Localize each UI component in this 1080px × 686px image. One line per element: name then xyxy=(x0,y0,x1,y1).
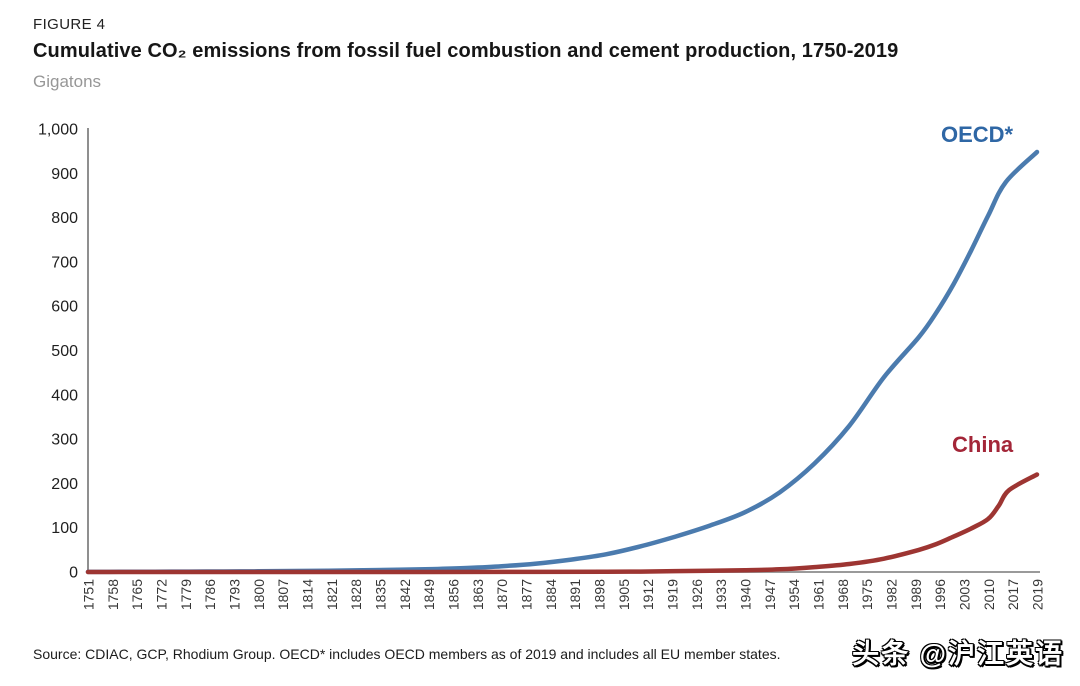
x-tick-label: 1856 xyxy=(446,579,462,610)
x-tick-label: 2003 xyxy=(957,579,973,610)
x-tick-label: 1765 xyxy=(129,579,145,610)
x-tick-label: 1947 xyxy=(762,579,778,610)
x-tick-label: 2010 xyxy=(981,579,997,610)
series-label-china: China xyxy=(952,432,1014,457)
y-tick-label: 500 xyxy=(51,343,78,360)
x-tick-label: 1919 xyxy=(665,579,681,610)
x-tick-label: 1863 xyxy=(470,579,486,610)
x-tick-label: 1842 xyxy=(397,579,413,610)
x-tick-label: 1926 xyxy=(689,579,705,610)
x-tick-label: 1933 xyxy=(713,579,729,610)
x-tick-label: 1912 xyxy=(640,579,656,610)
x-tick-label: 1786 xyxy=(202,579,218,610)
y-tick-label: 600 xyxy=(51,299,78,316)
china-line xyxy=(85,472,1040,575)
figure-label: FIGURE 4 xyxy=(33,16,106,33)
y-tick-label: 700 xyxy=(51,254,78,271)
x-tick-label: 1835 xyxy=(373,579,389,610)
x-tick-label: 1793 xyxy=(227,579,243,610)
oecd-line xyxy=(85,149,1040,575)
x-tick-label: 1891 xyxy=(567,579,583,610)
x-tick-label: 2019 xyxy=(1030,579,1046,610)
x-tick-label: 1800 xyxy=(251,579,267,610)
x-tick-label: 1807 xyxy=(275,579,291,610)
x-tick-label: 1751 xyxy=(81,579,97,610)
x-tick-label: 1954 xyxy=(786,579,802,610)
x-tick-label: 1814 xyxy=(300,579,316,610)
series-label-oecd: OECD* xyxy=(941,122,1014,147)
x-tick-label: 1779 xyxy=(178,579,194,610)
x-tick-label: 1989 xyxy=(908,579,924,610)
y-tick-label: 800 xyxy=(51,210,78,227)
chart-units-label: Gigatons xyxy=(33,72,102,91)
y-tick-label: 100 xyxy=(51,520,78,537)
y-tick-label: 200 xyxy=(51,476,78,493)
x-tick-label: 1758 xyxy=(105,579,121,610)
x-tick-label: 1849 xyxy=(421,579,437,610)
x-tick-label: 1940 xyxy=(738,579,754,610)
chart-title: Cumulative CO₂ emissions from fossil fue… xyxy=(33,40,899,62)
x-tick-label: 2017 xyxy=(1005,579,1021,610)
x-tick-label: 1982 xyxy=(884,579,900,610)
watermark: 头条 @沪江英语 xyxy=(852,639,1064,669)
x-tick-label: 1975 xyxy=(859,579,875,610)
x-tick-label: 1996 xyxy=(932,579,948,610)
x-tick-label: 1898 xyxy=(592,579,608,610)
y-tick-label: 0 xyxy=(69,565,78,582)
x-tick-label: 1884 xyxy=(543,579,559,610)
x-tick-label: 1828 xyxy=(348,579,364,610)
x-tick-label: 1905 xyxy=(616,579,632,610)
y-tick-label: 1,000 xyxy=(38,122,78,139)
x-tick-label: 1821 xyxy=(324,579,340,610)
source-note: Source: CDIAC, GCP, Rhodium Group. OECD*… xyxy=(33,646,781,662)
x-tick-label: 1772 xyxy=(154,579,170,610)
x-tick-label: 1968 xyxy=(835,579,851,610)
x-tick-label: 1877 xyxy=(519,579,535,610)
x-tick-label: 1961 xyxy=(811,579,827,610)
y-tick-label: 900 xyxy=(51,166,78,183)
x-tick-label: 1870 xyxy=(494,579,510,610)
y-tick-label: 300 xyxy=(51,432,78,449)
y-tick-label: 400 xyxy=(51,387,78,404)
